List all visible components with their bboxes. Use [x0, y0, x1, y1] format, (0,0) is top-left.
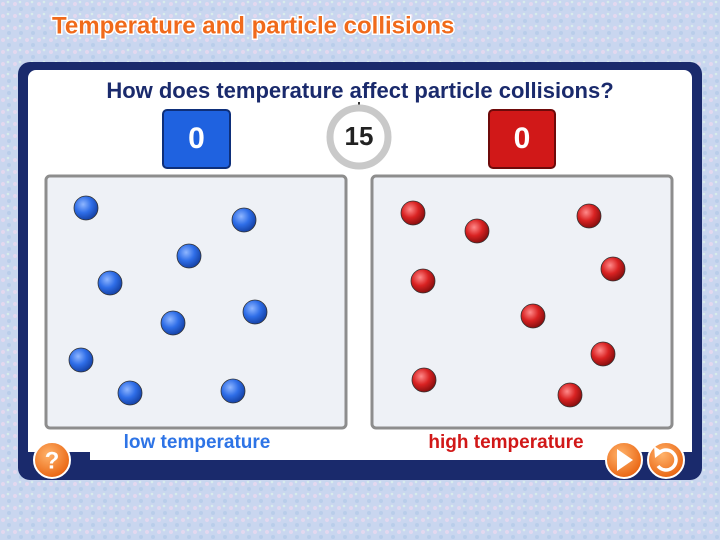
- blue-particle: [220, 378, 246, 404]
- help-button[interactable]: ?: [33, 441, 71, 479]
- timer: 15: [345, 121, 374, 151]
- reset-arrow[interactable]: [654, 446, 663, 458]
- red-particle: [557, 382, 583, 408]
- high-counter-box: [488, 109, 556, 169]
- help-button-circle[interactable]: [33, 441, 71, 479]
- low-counter: 0: [188, 122, 205, 155]
- timer-ring: [326, 104, 392, 170]
- question: How does temperature affect particle col…: [106, 78, 613, 103]
- blue-particle: [68, 347, 94, 373]
- red-particle: [464, 218, 490, 244]
- blue-particle: [97, 270, 123, 296]
- low-counter-box: [162, 109, 231, 169]
- blue-particle: [160, 310, 186, 336]
- red-particle: [400, 200, 426, 226]
- low-particles: [68, 195, 268, 406]
- blue-particle: [231, 207, 257, 233]
- low-container: [44, 174, 348, 430]
- red-particle: [590, 341, 616, 367]
- high-container: [370, 174, 674, 430]
- high-counter: 0: [514, 122, 531, 155]
- red-particle: [600, 256, 626, 282]
- blue-particle: [242, 299, 268, 325]
- play-button[interactable]: [605, 441, 643, 479]
- red-particle: [411, 367, 437, 393]
- blue-particle: [117, 380, 143, 406]
- reset-button-circle[interactable]: [647, 441, 685, 479]
- high-label: high temperature: [428, 432, 583, 453]
- blue-particle: [176, 243, 202, 269]
- red-particle: [520, 303, 546, 329]
- play-icon[interactable]: [617, 449, 633, 471]
- label-strip: [90, 430, 620, 460]
- help-button-label[interactable]: ?: [45, 447, 60, 474]
- high-particles: [400, 200, 626, 408]
- low-label: low temperature: [124, 432, 271, 453]
- slide-title: Temperature and particle collisions: [52, 12, 454, 39]
- red-particle: [576, 203, 602, 229]
- blue-particle: [73, 195, 99, 221]
- red-particle: [410, 268, 436, 294]
- reset-icon[interactable]: [656, 448, 678, 472]
- reset-button[interactable]: [647, 441, 685, 479]
